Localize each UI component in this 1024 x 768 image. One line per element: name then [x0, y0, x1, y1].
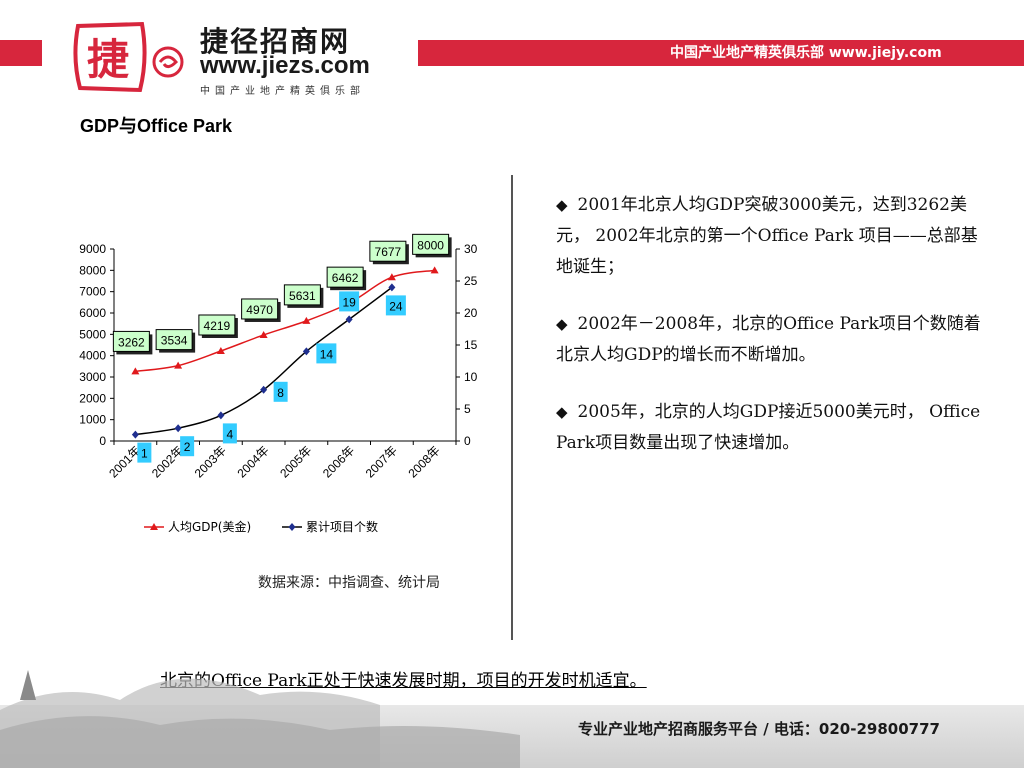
bullet-text: 2005年，北京的人均GDP接近5000美元时， Office Park项目数量…	[556, 402, 981, 453]
legend-count-label: 累计项目个数	[306, 519, 378, 534]
left-tick-label: 2000	[79, 391, 106, 405]
header-banner	[418, 40, 1024, 66]
count-data-label: 8	[277, 386, 284, 400]
logo-char: 捷	[87, 35, 129, 84]
left-tick-label: 9000	[79, 242, 106, 256]
gdp-label-box	[326, 266, 364, 288]
left-tick-label: 5000	[79, 327, 106, 341]
x-tick-label: 2003年	[192, 443, 229, 480]
bullet-text: 2001年北京人均GDP突破3000美元，达到3262美元， 2002年北京的第…	[556, 195, 978, 277]
project-count-point	[260, 385, 268, 394]
footer-text: 专业产业地产招商服务平台 / 电话：020-29800777	[578, 720, 940, 738]
bullet-list: ◆ 2001年北京人均GDP突破3000美元，达到3262美元， 2002年北京的…	[556, 190, 986, 485]
right-tick-label: 10	[464, 370, 478, 384]
gdp-label-box	[112, 330, 150, 352]
gdp-data-label: 4219	[204, 319, 231, 333]
x-tick-label: 2006年	[320, 443, 357, 480]
page-title: GDP与Office Park	[80, 116, 233, 136]
x-tick-label: 2007年	[363, 443, 400, 480]
logo-url: www.jiezs.com	[200, 52, 370, 79]
gdp-office-park-chart: 0 1000 2000 3000 4000 5000 6000 7000 8000 9000 0 5 1…	[79, 233, 478, 534]
gdp-data-label: 3262	[118, 335, 145, 349]
project-count-point	[174, 424, 182, 433]
gdp-data-label: 6462	[332, 271, 359, 285]
x-tick-label: 2008年	[405, 443, 442, 480]
x-tick-label: 2005年	[277, 443, 314, 480]
logo-emblem-icon: 捷	[73, 21, 184, 93]
header-stripe-gap	[42, 40, 66, 66]
count-label-box	[222, 423, 237, 444]
conclusion-text: 北京的Office Park正处于快速发展时期，项目的开发时机适宜。	[160, 671, 647, 691]
bullet-item: ◆ 2005年，北京的人均GDP接近5000美元时， Office Park项目数…	[556, 397, 986, 459]
project-count-point	[388, 283, 396, 292]
left-tick-label: 3000	[79, 370, 106, 384]
gdp-label-box	[198, 314, 236, 336]
count-label-box	[385, 295, 406, 316]
legend-gdp-marker	[150, 523, 158, 530]
gdp-data-label: 5631	[289, 289, 316, 303]
count-data-label: 14	[320, 347, 334, 361]
bullet-text: 2002年－2008年，北京的Office Park项目个数随着北京人均GDP的…	[556, 314, 981, 365]
legend-count-marker	[288, 523, 296, 531]
count-data-label: 19	[342, 295, 356, 309]
gdp-label-box	[283, 284, 321, 306]
gdp-point	[302, 316, 311, 324]
count-label-box	[180, 436, 195, 457]
logo-title: 捷径招商网	[200, 25, 351, 58]
gdp-data-label: 4970	[246, 303, 273, 317]
gdp-point	[174, 361, 183, 369]
count-label-box	[316, 343, 337, 364]
count-data-label: 1	[141, 447, 148, 461]
right-tick-label: 20	[464, 306, 478, 320]
bullet-item: ◆ 2001年北京人均GDP突破3000美元，达到3262美元， 2002年北京的…	[556, 190, 986, 283]
gdp-line	[135, 269, 435, 373]
gdp-label-box	[412, 233, 450, 255]
right-tick-label: 15	[464, 338, 478, 352]
bullet-item: ◆ 2002年－2008年，北京的Office Park项目个数随着北京人均GDP…	[556, 309, 986, 371]
gdp-label-box	[241, 298, 279, 320]
diamond-icon: ◆	[556, 403, 568, 421]
count-data-label: 2	[184, 440, 191, 454]
count-label-box	[137, 442, 152, 463]
gdp-point	[430, 266, 439, 274]
diamond-icon: ◆	[556, 315, 568, 333]
left-tick-label: 0	[99, 434, 106, 448]
vertical-divider	[511, 175, 513, 640]
project-count-point	[131, 430, 139, 439]
left-tick-label: 7000	[79, 285, 106, 299]
right-tick-label: 25	[464, 274, 478, 288]
right-tick-label: 0	[464, 434, 471, 448]
header-banner-text: 中国产业地产精英俱乐部 www.jiejy.com	[670, 45, 942, 61]
right-tick-label: 5	[464, 402, 471, 416]
gdp-point	[259, 330, 268, 338]
project-count-point	[302, 347, 310, 356]
gdp-point	[216, 346, 225, 354]
mountain-decoration-icon	[0, 670, 520, 768]
right-tick-label: 30	[464, 242, 478, 256]
project-count-point	[217, 411, 225, 420]
gdp-point	[131, 367, 140, 375]
gdp-label-box	[369, 240, 407, 262]
left-tick-label: 1000	[79, 413, 106, 427]
diamond-icon: ◆	[556, 196, 568, 214]
count-label-box	[339, 291, 360, 312]
count-data-label: 4	[227, 427, 234, 441]
gdp-data-label: 7677	[375, 245, 402, 259]
gdp-data-label: 3534	[161, 334, 188, 348]
left-tick-label: 6000	[79, 306, 106, 320]
gdp-data-label: 8000	[417, 238, 444, 252]
logo: 捷	[68, 18, 190, 96]
gdp-point	[387, 273, 396, 281]
left-tick-label: 4000	[79, 349, 106, 363]
x-tick-label: 2004年	[234, 443, 271, 480]
header-stripe-left	[0, 40, 42, 66]
left-tick-label: 8000	[79, 263, 106, 277]
project-count-point	[345, 315, 353, 324]
data-source: 数据来源：中指调查、统计局	[258, 575, 440, 591]
count-label-box	[273, 381, 288, 402]
legend-gdp-label: 人均GDP(美金)	[168, 519, 251, 534]
gdp-label-box	[155, 329, 193, 351]
count-data-label: 24	[389, 299, 403, 313]
logo-subtitle: 中国产业地产精英俱乐部	[200, 86, 365, 97]
